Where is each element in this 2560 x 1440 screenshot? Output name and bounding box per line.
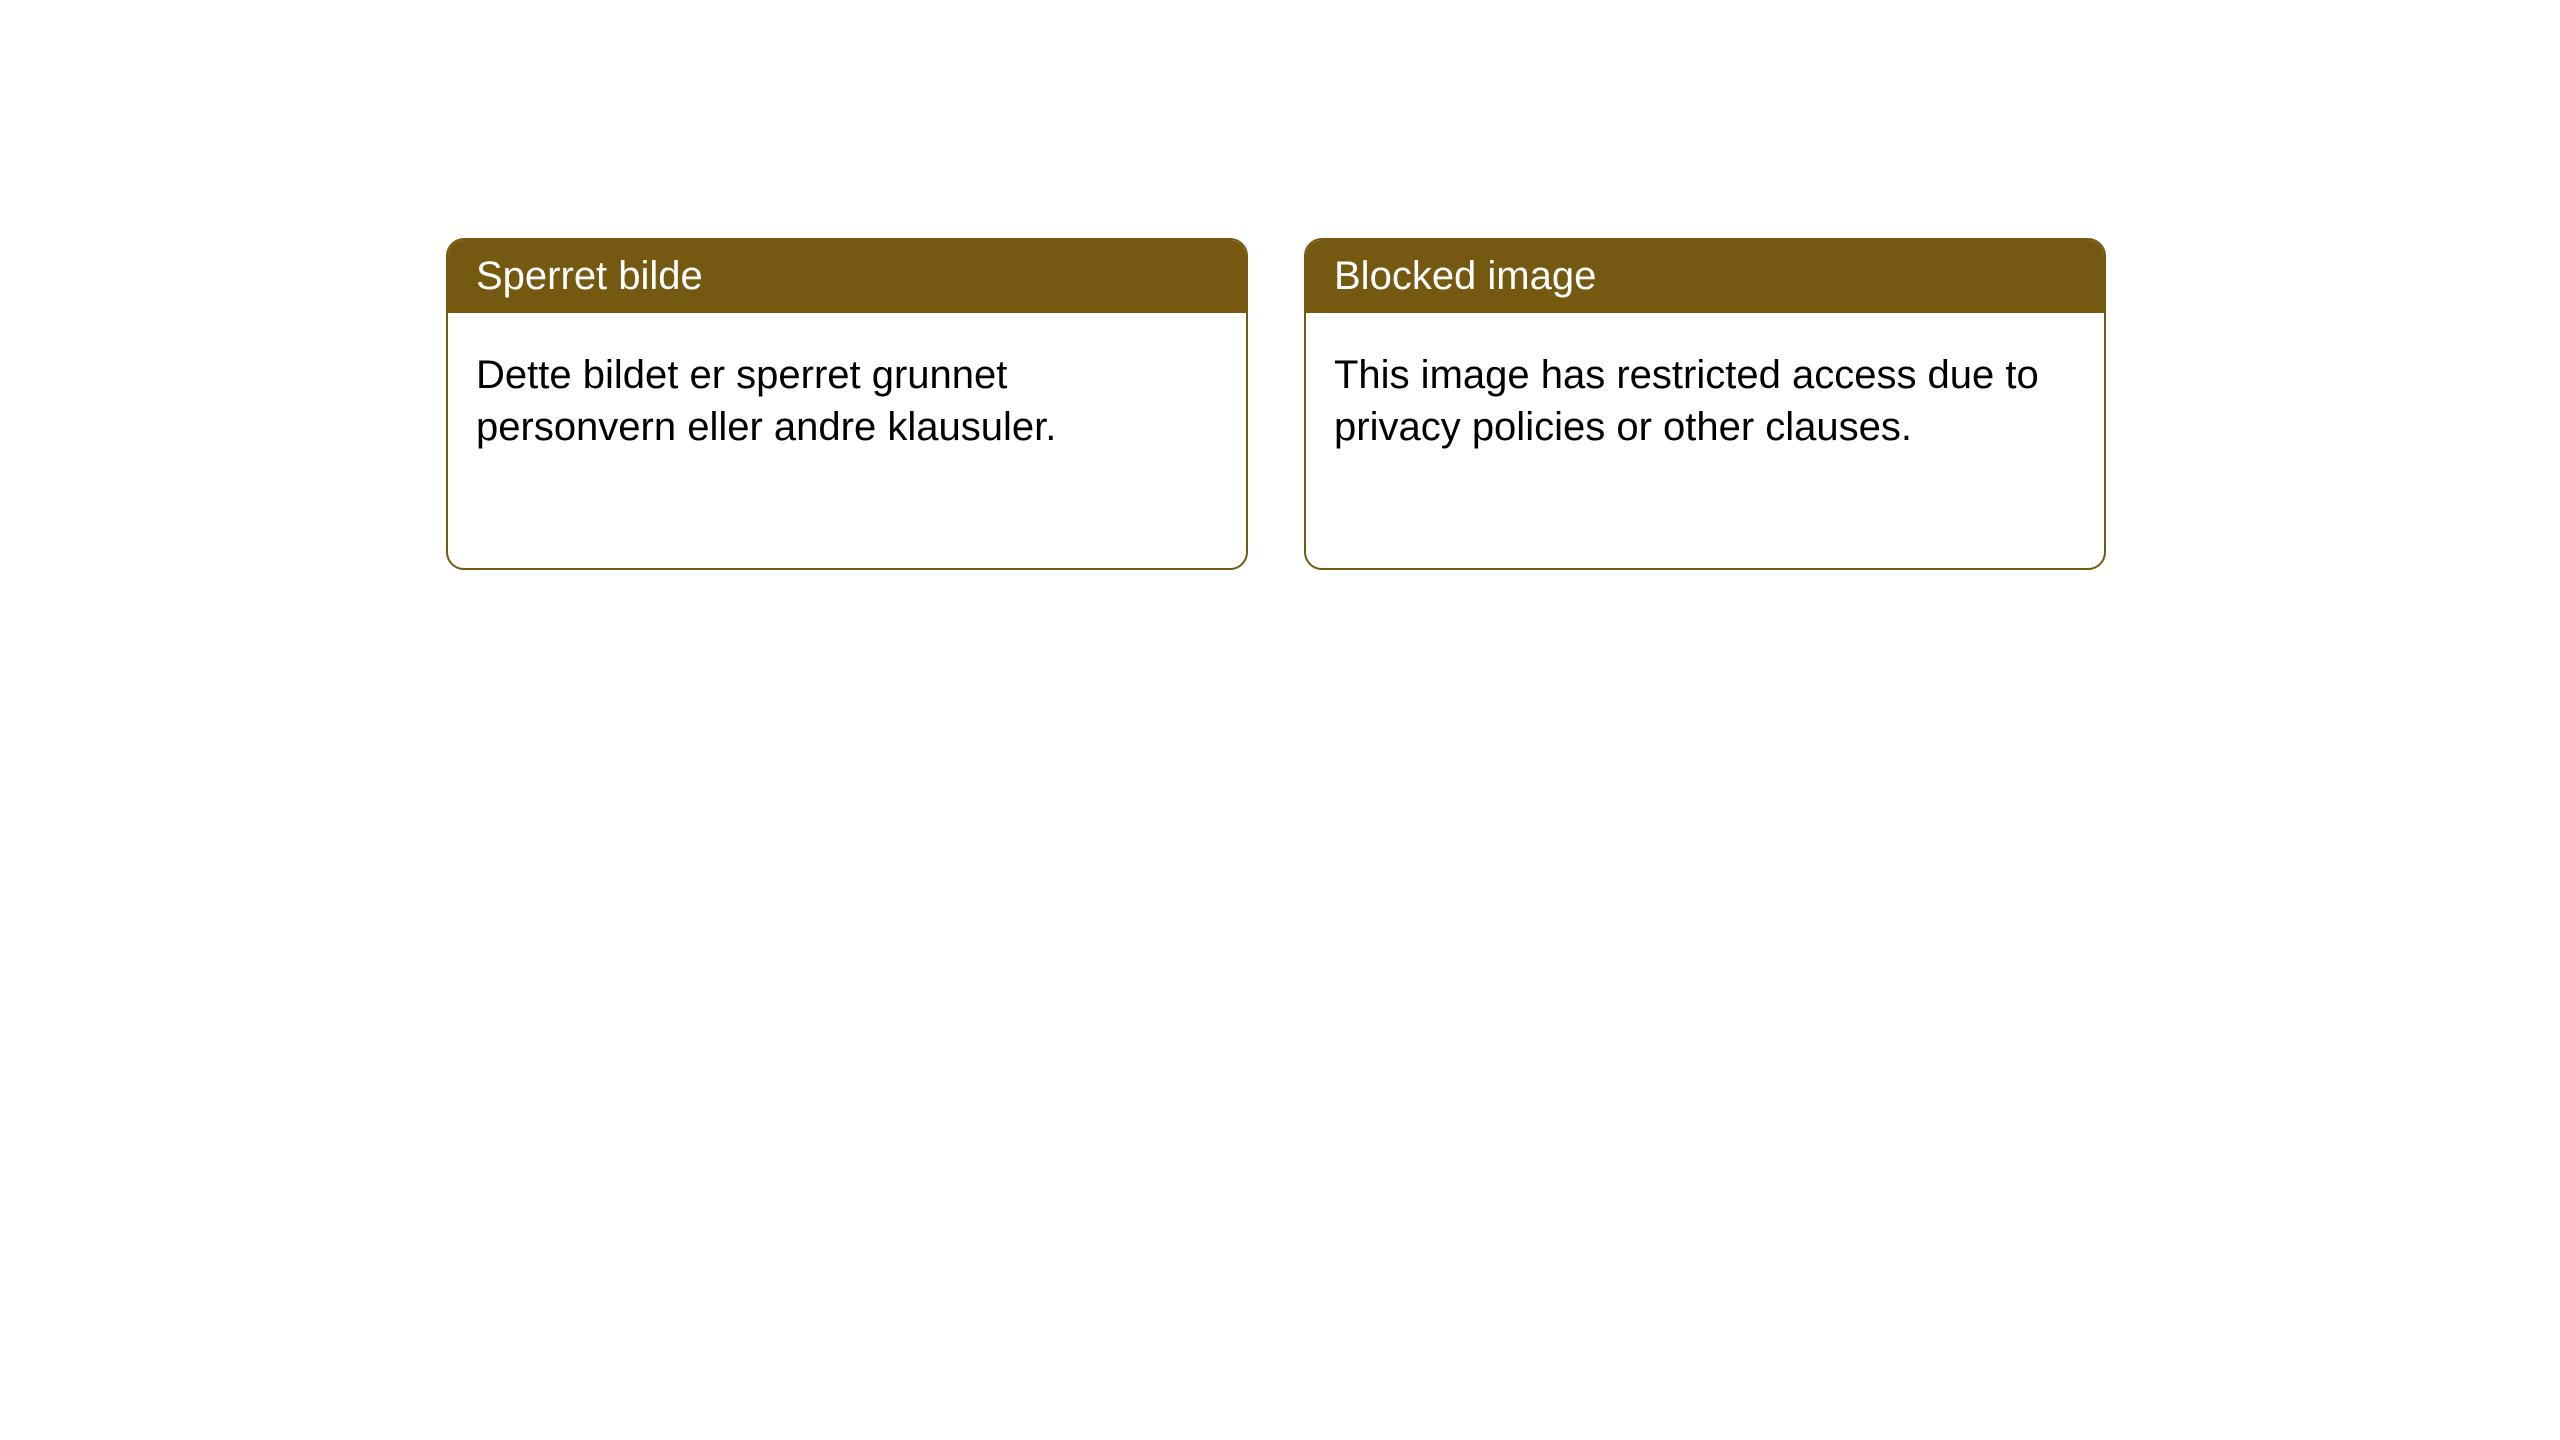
notice-card-english: Blocked image This image has restricted … bbox=[1304, 238, 2106, 570]
notice-body-english: This image has restricted access due to … bbox=[1306, 313, 2104, 489]
notice-header-english: Blocked image bbox=[1306, 240, 2104, 313]
notice-header-norwegian: Sperret bilde bbox=[448, 240, 1246, 313]
notice-body-norwegian: Dette bildet er sperret grunnet personve… bbox=[448, 313, 1246, 489]
notice-container: Sperret bilde Dette bildet er sperret gr… bbox=[446, 238, 2106, 570]
notice-card-norwegian: Sperret bilde Dette bildet er sperret gr… bbox=[446, 238, 1248, 570]
